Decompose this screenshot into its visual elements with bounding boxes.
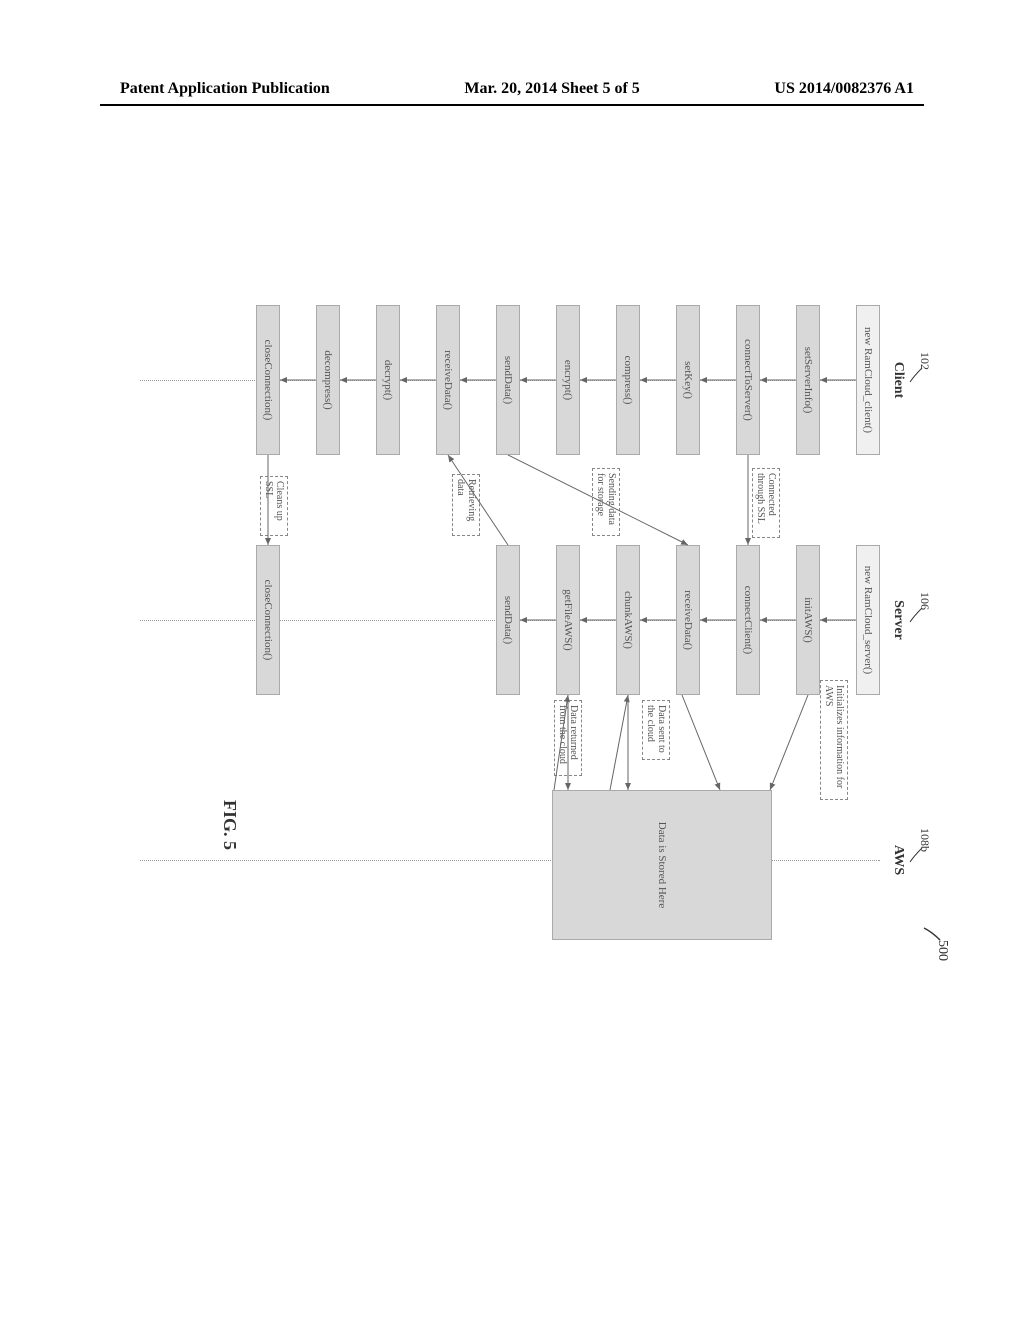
- client-box: connectToServer(): [736, 305, 760, 455]
- server-box: chunkAWS(): [616, 545, 640, 695]
- ref-curve-icon: [906, 848, 926, 868]
- client-box: setServerInfo(): [796, 305, 820, 455]
- note: Connected through SSL: [752, 468, 780, 538]
- client-box: compress(): [616, 305, 640, 455]
- client-box: decompress(): [316, 305, 340, 455]
- header-rule: [100, 104, 924, 106]
- note: Retrieving data: [452, 474, 480, 536]
- client-box: decrypt(): [376, 305, 400, 455]
- client-box: setKey(): [676, 305, 700, 455]
- aws-storage-box: Data is Stored Here: [552, 790, 772, 940]
- note: Cleans up SSL: [260, 476, 288, 536]
- client-box: receiveData(): [436, 305, 460, 455]
- server-box: sendData(): [496, 545, 520, 695]
- server-box: closeConnection(): [256, 545, 280, 695]
- server-box: connectClient(): [736, 545, 760, 695]
- server-box-new: new RamCloud_server(): [856, 545, 880, 695]
- client-box: encrypt(): [556, 305, 580, 455]
- client-box-new: new RamCloud_client(): [856, 305, 880, 455]
- lifeline-label-client: Client: [890, 360, 906, 400]
- note: Initializes information for AWS: [820, 680, 848, 800]
- note: Data sent to the cloud: [642, 700, 670, 760]
- ref-curve-icon: [906, 368, 926, 388]
- header-right: US 2014/0082376 A1: [774, 80, 914, 98]
- sequence-diagram: 102 Client 106 Server 108b AWS 500 new R…: [120, 300, 920, 1000]
- client-box: closeConnection(): [256, 305, 280, 455]
- note: Sending data for storage: [592, 468, 620, 536]
- lifeline-label-aws: AWS: [890, 844, 906, 876]
- figure-label: FIG. 5: [219, 800, 240, 850]
- header-left: Patent Application Publication: [120, 80, 330, 98]
- server-box: receiveData(): [676, 545, 700, 695]
- server-box: initAWS(): [796, 545, 820, 695]
- page-header: Patent Application Publication Mar. 20, …: [0, 80, 1024, 98]
- header-center: Mar. 20, 2014 Sheet 5 of 5: [464, 80, 639, 98]
- client-box: sendData(): [496, 305, 520, 455]
- note: Data returned from the cloud: [554, 700, 582, 776]
- lifeline-label-server: Server: [890, 598, 906, 642]
- ref-curve-icon: [906, 608, 926, 628]
- ref-curve-icon: [920, 926, 942, 944]
- server-box: getFileAWS(): [556, 545, 580, 695]
